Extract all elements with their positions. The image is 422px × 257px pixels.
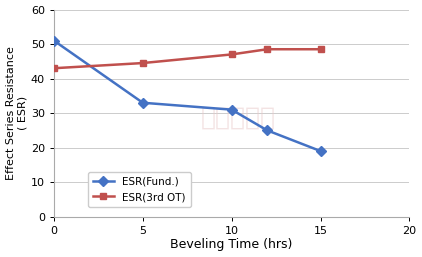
ESR(3rd OT) [229, 53, 234, 56]
ESR(3rd OT) [318, 48, 323, 51]
Text: 金溶鑫电子: 金溶鑫电子 [201, 105, 276, 129]
ESR(3rd OT) [51, 67, 57, 70]
ESR(Fund.) [140, 101, 145, 104]
Legend: ESR(Fund.), ESR(3rd OT): ESR(Fund.), ESR(3rd OT) [87, 172, 191, 207]
ESR(3rd OT) [140, 61, 145, 65]
ESR(3rd OT) [265, 48, 270, 51]
Line: ESR(Fund.): ESR(Fund.) [50, 37, 324, 154]
ESR(Fund.) [229, 108, 234, 111]
Y-axis label: Effect Series Resistance
( ESR): Effect Series Resistance ( ESR) [5, 46, 28, 180]
ESR(Fund.) [265, 129, 270, 132]
ESR(Fund.) [318, 150, 323, 153]
ESR(Fund.) [51, 39, 57, 42]
X-axis label: Beveling Time (hrs): Beveling Time (hrs) [170, 238, 293, 251]
Line: ESR(3rd OT): ESR(3rd OT) [50, 46, 324, 72]
